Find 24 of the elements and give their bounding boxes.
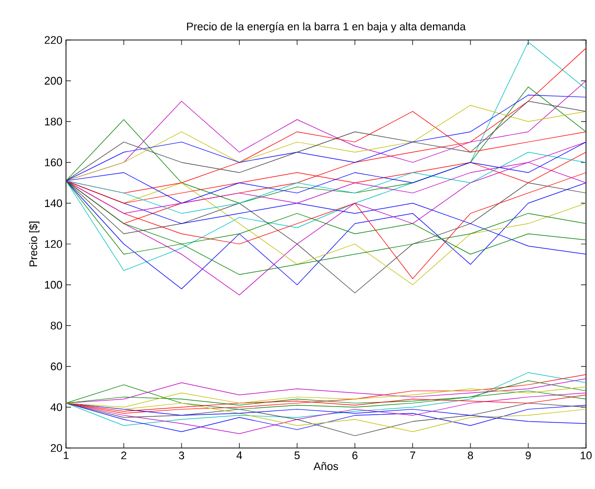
x-tick-label: 3 (178, 452, 184, 460)
x-tick-label: 7 (410, 452, 416, 460)
y-tick-label: 20 (50, 444, 62, 452)
y-tick-label: 60 (50, 362, 62, 370)
x-tick-label: 2 (121, 452, 126, 460)
chart-title: Precio de la energía en la barra 1 en baja y alta demanda (187, 22, 466, 32)
y-axis-title: Precio [$] (28, 222, 40, 266)
x-tick-label: 5 (294, 452, 300, 460)
x-tick-label: 9 (526, 452, 531, 460)
x-axis-title: Años (314, 462, 338, 470)
y-tick-label: 220 (44, 36, 62, 44)
y-tick-label: 140 (45, 199, 62, 208)
y-tick-label: 80 (50, 322, 62, 330)
y-tick-label: 100 (45, 280, 62, 289)
x-tick-label: 6 (352, 452, 358, 460)
y-tick-label: 200 (44, 76, 62, 85)
y-tick-label: 180 (45, 118, 62, 126)
x-tick-label: 1 (64, 452, 69, 460)
x-tick-label: 8 (468, 452, 474, 460)
y-tick-label: 160 (45, 158, 62, 166)
y-tick-label: 120 (45, 240, 62, 248)
x-tick-label: 10 (580, 452, 592, 460)
x-tick-label: 4 (236, 452, 242, 460)
y-tick-label: 40 (50, 403, 62, 412)
